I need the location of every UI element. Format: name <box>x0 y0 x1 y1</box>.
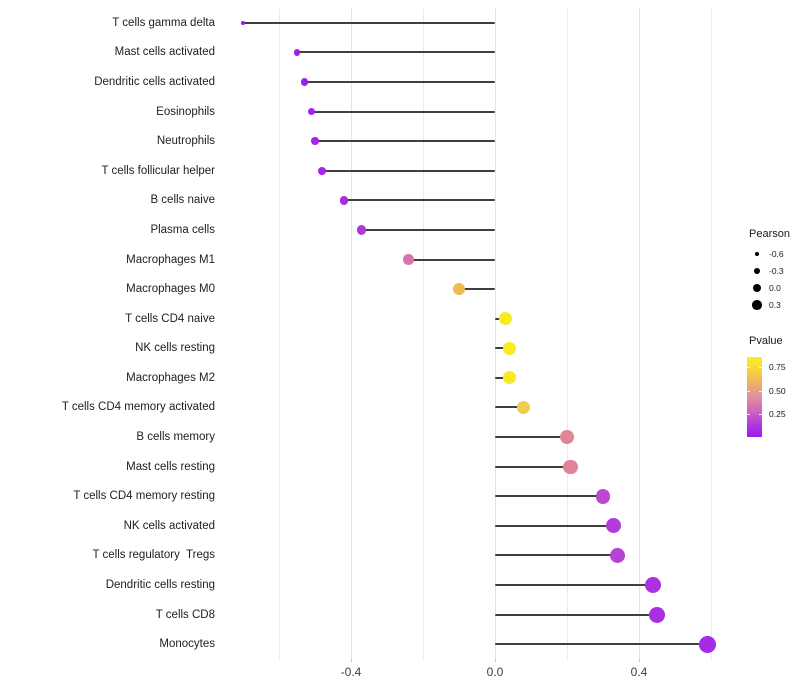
colorbar-label: 0.25 <box>769 409 786 419</box>
x-axis-tick <box>638 659 640 662</box>
x-axis-tick-label: 0.0 <box>486 665 504 679</box>
row-label: Mast cells resting <box>126 460 215 473</box>
size-legend-label: 0.0 <box>769 283 781 293</box>
x-axis-tick <box>350 659 352 662</box>
lollipop-dot <box>311 137 319 145</box>
lollipop-dot <box>645 577 662 593</box>
gridline <box>350 8 352 659</box>
row-label: Macrophages M1 <box>126 253 215 266</box>
lollipop-dot <box>609 547 625 563</box>
lollipop-dot <box>559 429 575 445</box>
lollipop-stem <box>315 140 495 143</box>
gridline <box>494 8 496 659</box>
lollipop-dot <box>241 20 245 25</box>
lollipop-dot <box>307 107 316 116</box>
lollipop-stem <box>459 288 495 291</box>
gridline <box>710 8 712 659</box>
lollipop-stem <box>495 436 567 439</box>
row-label: B cells naive <box>150 194 215 207</box>
colorbar-label: 0.50 <box>769 386 786 396</box>
row-label: Monocytes <box>159 638 215 651</box>
row-label: Dendritic cells resting <box>105 579 215 592</box>
row-label: T cells follicular helper <box>101 164 215 177</box>
row-label: T cells regulatory Tregs <box>92 549 215 562</box>
colorbar-tick <box>747 414 750 415</box>
row-label: T cells CD8 <box>155 608 215 621</box>
lollipop-dot <box>595 488 611 504</box>
lollipop-dot <box>649 606 665 623</box>
row-label: Neutrophils <box>156 135 215 148</box>
lollipop-dot <box>300 78 308 86</box>
row-label: T cells CD4 memory resting <box>73 490 215 503</box>
size-legend-dot <box>754 251 760 257</box>
lollipop-dot <box>499 312 513 326</box>
x-axis-tick-label: 0.4 <box>630 665 648 679</box>
lollipop-dot <box>357 225 367 235</box>
pvalue-colorbar <box>747 357 762 437</box>
colorbar-tick <box>759 391 762 392</box>
row-label: T cells CD4 memory activated <box>61 401 215 414</box>
lollipop-stem <box>495 347 510 350</box>
colorbar-label: 0.75 <box>769 362 786 372</box>
x-axis-tick-label: -0.4 <box>340 665 362 679</box>
lollipop-stem <box>304 80 495 83</box>
lollipop-dot <box>293 48 301 56</box>
lollipop-stem <box>495 376 510 379</box>
lollipop-dot <box>502 341 516 355</box>
size-legend-dot <box>753 267 761 275</box>
size-legend-title: Pearson <box>749 228 790 240</box>
lollipop-dot <box>453 283 465 295</box>
lollipop-dot <box>318 166 327 175</box>
lollipop-stem <box>495 495 603 498</box>
gridline <box>278 8 280 659</box>
row-label: T cells CD4 naive <box>125 312 215 325</box>
lollipop-stem <box>322 169 495 172</box>
row-label: Macrophages M2 <box>126 371 215 384</box>
row-label: Dendritic cells activated <box>94 75 215 88</box>
size-legend-label: -0.6 <box>769 249 784 259</box>
row-label: Macrophages M0 <box>126 283 215 296</box>
size-legend-label: -0.3 <box>769 266 784 276</box>
lollipop-stem <box>343 199 495 202</box>
colorbar-tick <box>747 391 750 392</box>
row-label: Plasma cells <box>150 223 215 236</box>
size-legend-dot <box>752 283 762 293</box>
colorbar-tick <box>747 367 750 368</box>
lollipop-stem <box>495 465 571 468</box>
lollipop-dot <box>339 196 349 205</box>
lollipop-stem <box>243 21 495 24</box>
lollipop-dot <box>563 459 578 474</box>
lollipop-stem <box>495 613 657 616</box>
row-label: NK cells activated <box>123 519 215 532</box>
row-label: Eosinophils <box>156 105 215 118</box>
lollipop-stem <box>361 228 495 231</box>
colorbar-tick <box>759 414 762 415</box>
lollipop-dot <box>699 635 716 653</box>
x-axis-tick <box>494 659 496 662</box>
colorbar-tick <box>759 367 762 368</box>
lollipop-dot <box>606 518 622 534</box>
color-legend-title: Pvalue <box>749 335 783 347</box>
gridline <box>638 8 640 659</box>
row-label: T cells gamma delta <box>112 16 215 29</box>
lollipop-dot <box>403 254 414 265</box>
lollipop-stem <box>495 584 654 587</box>
lollipop-dot <box>517 400 531 415</box>
lollipop-stem <box>408 258 495 261</box>
lollipop-stem <box>495 554 618 557</box>
size-legend-dot <box>752 300 762 310</box>
lollipop-dot <box>502 371 516 385</box>
lollipop-stem <box>495 524 614 527</box>
lollipop-stem <box>297 51 495 54</box>
gridline <box>566 8 568 659</box>
size-legend-label: 0.3 <box>769 300 781 310</box>
lollipop-stem <box>495 643 708 646</box>
row-label: NK cells resting <box>135 342 215 355</box>
lollipop-stem <box>311 110 495 113</box>
row-label: B cells memory <box>136 431 215 444</box>
row-label: Mast cells activated <box>114 46 215 59</box>
lollipop-stem <box>495 406 524 409</box>
gridline <box>422 8 424 659</box>
